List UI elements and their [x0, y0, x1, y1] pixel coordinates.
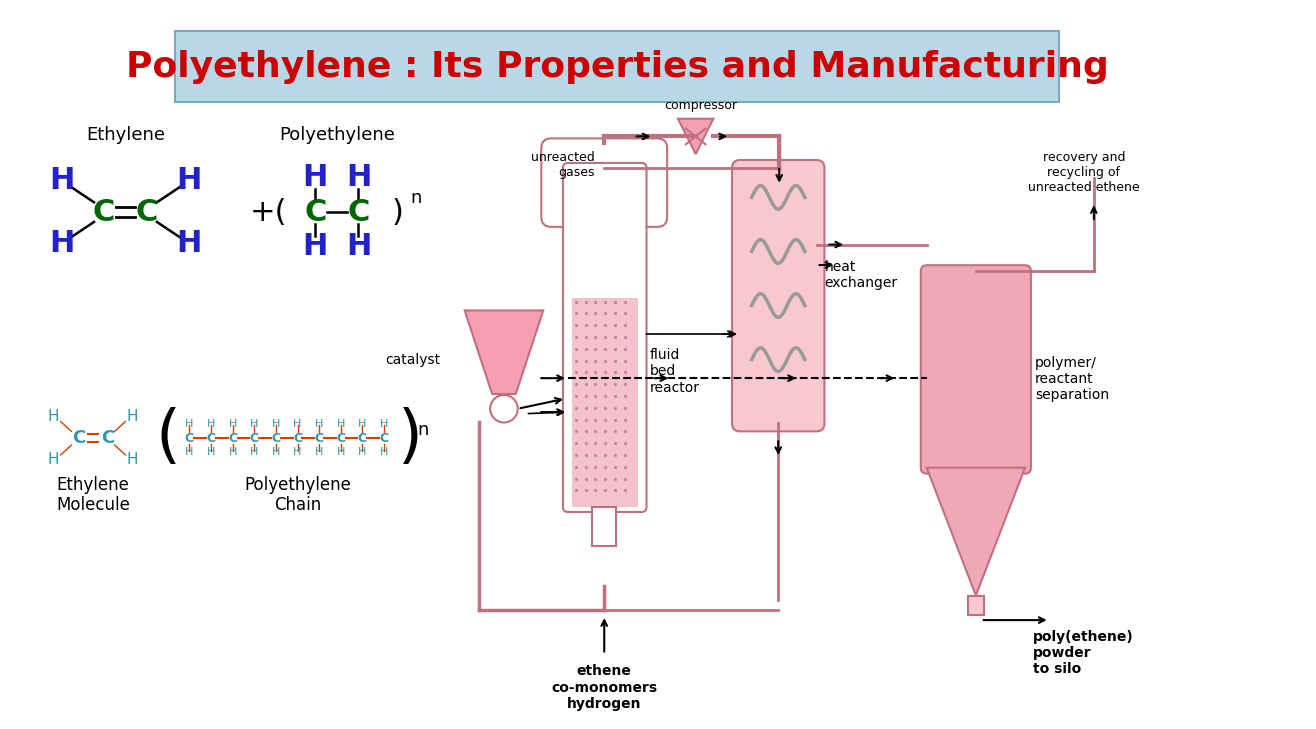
Text: compressor: compressor	[665, 99, 737, 112]
Text: ): )	[397, 408, 422, 469]
Text: H: H	[271, 447, 280, 457]
Text: C: C	[184, 432, 193, 445]
Text: H: H	[186, 419, 193, 429]
Text: H: H	[176, 166, 203, 195]
Text: C: C	[336, 432, 345, 445]
Text: C: C	[71, 429, 86, 447]
Text: C: C	[304, 198, 326, 227]
Bar	[592, 507, 616, 546]
Text: H: H	[315, 447, 324, 457]
Text: Ethylene: Ethylene	[86, 125, 164, 144]
Text: H: H	[315, 419, 324, 429]
Text: Ethylene
Molecule: Ethylene Molecule	[57, 475, 130, 515]
FancyBboxPatch shape	[563, 163, 646, 512]
Text: H: H	[49, 229, 74, 258]
Text: C: C	[271, 432, 280, 445]
FancyBboxPatch shape	[541, 139, 667, 227]
Text: C: C	[315, 432, 324, 445]
Text: C: C	[347, 198, 370, 227]
Text: C: C	[92, 198, 114, 227]
Text: C: C	[207, 432, 216, 445]
Text: H: H	[380, 447, 388, 457]
Bar	[969, 596, 984, 615]
Text: H: H	[207, 447, 216, 457]
Text: H: H	[358, 419, 367, 429]
Text: poly(ethene)
powder
to silo: poly(ethene) powder to silo	[1033, 630, 1133, 677]
Text: H: H	[47, 409, 59, 424]
Circle shape	[490, 395, 517, 423]
Text: ): )	[392, 198, 404, 227]
Text: H: H	[271, 419, 280, 429]
FancyBboxPatch shape	[732, 160, 824, 432]
Text: H: H	[337, 419, 345, 429]
Text: H: H	[176, 229, 203, 258]
FancyBboxPatch shape	[571, 297, 638, 507]
Text: H: H	[346, 232, 371, 261]
Text: H: H	[229, 447, 237, 457]
Text: Polyethylene : Its Properties and Manufacturing: Polyethylene : Its Properties and Manufa…	[125, 50, 1108, 84]
Text: C: C	[136, 198, 158, 227]
Text: H: H	[380, 419, 388, 429]
Text: catalyst: catalyst	[384, 353, 440, 367]
Text: recovery and
recycling of
unreacted ethene: recovery and recycling of unreacted ethe…	[1028, 151, 1140, 194]
Text: H: H	[303, 232, 328, 261]
Text: H: H	[293, 447, 301, 457]
Polygon shape	[926, 468, 1025, 596]
Text: n: n	[411, 190, 422, 207]
Text: H: H	[303, 163, 328, 192]
Text: C: C	[379, 432, 388, 445]
Text: H: H	[293, 419, 301, 429]
Text: H: H	[207, 419, 216, 429]
Text: H: H	[346, 163, 371, 192]
Text: fluid
bed
reactor: fluid bed reactor	[650, 348, 700, 394]
FancyBboxPatch shape	[921, 265, 1030, 474]
Text: H: H	[126, 453, 138, 467]
Text: H: H	[358, 447, 367, 457]
Text: +(: +(	[249, 198, 287, 227]
Text: H: H	[126, 409, 138, 424]
Text: n: n	[417, 421, 429, 440]
Text: ethene
co-monomers
hydrogen: ethene co-monomers hydrogen	[551, 664, 657, 711]
Text: H: H	[49, 166, 74, 195]
Text: heat
exchanger: heat exchanger	[824, 260, 898, 290]
Text: H: H	[229, 419, 237, 429]
Polygon shape	[465, 311, 544, 394]
Text: H: H	[337, 447, 345, 457]
Text: C: C	[250, 432, 259, 445]
Polygon shape	[678, 119, 713, 154]
Text: unreacted
gases: unreacted gases	[530, 151, 595, 179]
Text: C: C	[101, 429, 114, 447]
Text: H: H	[250, 447, 258, 457]
Text: H: H	[186, 447, 193, 457]
Text: C: C	[228, 432, 237, 445]
Text: (: (	[155, 408, 180, 469]
Text: C: C	[358, 432, 367, 445]
Text: Polyethylene
Chain: Polyethylene Chain	[243, 475, 351, 515]
Text: Polyethylene: Polyethylene	[279, 125, 395, 144]
Text: C: C	[293, 432, 303, 445]
Text: H: H	[250, 419, 258, 429]
Text: H: H	[47, 453, 59, 467]
FancyBboxPatch shape	[175, 31, 1059, 102]
Text: polymer/
reactant
separation: polymer/ reactant separation	[1034, 356, 1109, 402]
